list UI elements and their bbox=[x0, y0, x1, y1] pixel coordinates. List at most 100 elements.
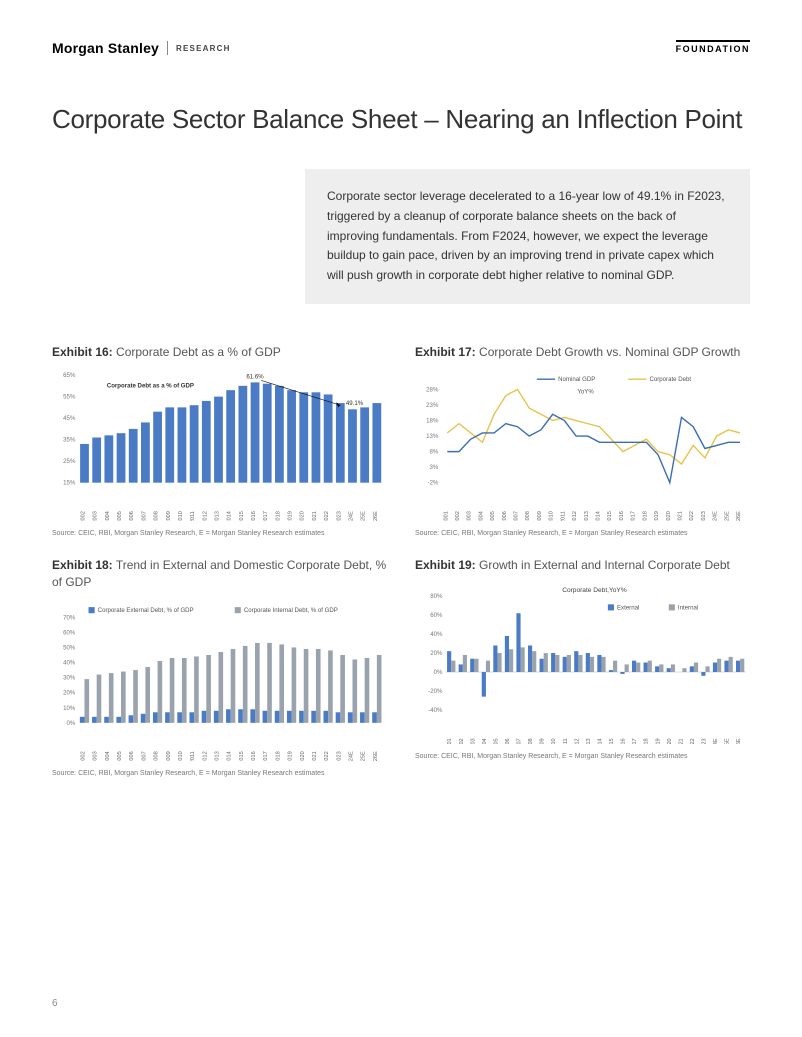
svg-text:13%: 13% bbox=[426, 433, 439, 440]
svg-text:0%: 0% bbox=[434, 669, 443, 676]
svg-text:F2017: F2017 bbox=[632, 738, 638, 744]
svg-text:F2002: F2002 bbox=[80, 751, 86, 761]
svg-text:F2019: F2019 bbox=[288, 751, 294, 761]
svg-text:F2010: F2010 bbox=[178, 751, 184, 761]
exhibit-17-title-text: Corporate Debt Growth vs. Nominal GDP Gr… bbox=[479, 345, 740, 359]
svg-text:F2019: F2019 bbox=[288, 511, 294, 521]
svg-text:F2021: F2021 bbox=[312, 511, 318, 521]
svg-text:F2004: F2004 bbox=[105, 751, 111, 761]
svg-text:F2025E: F2025E bbox=[361, 751, 367, 761]
svg-text:20%: 20% bbox=[430, 650, 443, 657]
svg-text:F2004: F2004 bbox=[105, 511, 111, 521]
svg-text:-2%: -2% bbox=[428, 480, 439, 487]
svg-text:55%: 55% bbox=[63, 393, 76, 400]
exhibit-19-title-text: Growth in External and Internal Corporat… bbox=[479, 558, 730, 572]
svg-text:F2018: F2018 bbox=[642, 511, 648, 521]
exhibit-18: Exhibit 18: Trend in External and Domest… bbox=[52, 557, 387, 777]
svg-text:F2006: F2006 bbox=[129, 751, 135, 761]
exhibit-17-num: Exhibit 17: bbox=[415, 345, 476, 359]
svg-text:F2021: F2021 bbox=[678, 511, 684, 521]
svg-text:F2014: F2014 bbox=[596, 511, 602, 521]
svg-text:-20%: -20% bbox=[428, 688, 443, 695]
svg-text:70%: 70% bbox=[63, 614, 76, 621]
svg-text:F2020: F2020 bbox=[300, 511, 306, 521]
svg-text:F2016: F2016 bbox=[251, 751, 257, 761]
svg-text:25%: 25% bbox=[63, 458, 76, 465]
svg-text:45%: 45% bbox=[63, 415, 76, 422]
svg-text:Corporate Internal Debt, % of: Corporate Internal Debt, % of GDP bbox=[244, 607, 338, 614]
svg-text:F2003: F2003 bbox=[93, 751, 99, 761]
svg-text:F2012: F2012 bbox=[574, 738, 580, 744]
svg-text:Corporate External Debt, % of: Corporate External Debt, % of GDP bbox=[98, 607, 194, 614]
exhibit-19-num: Exhibit 19: bbox=[415, 558, 476, 572]
svg-text:F2012: F2012 bbox=[202, 511, 208, 521]
svg-text:F2005: F2005 bbox=[490, 511, 496, 521]
exhibit-16: Exhibit 16: Corporate Debt as a % of GDP… bbox=[52, 344, 387, 537]
page-title: Corporate Sector Balance Sheet – Nearing… bbox=[52, 104, 750, 135]
svg-text:40%: 40% bbox=[63, 659, 76, 666]
svg-text:15%: 15% bbox=[63, 480, 76, 487]
svg-text:F2022: F2022 bbox=[689, 511, 695, 521]
svg-text:F2024E: F2024E bbox=[348, 751, 354, 761]
svg-text:F2003: F2003 bbox=[467, 511, 473, 521]
svg-text:F2007: F2007 bbox=[141, 511, 147, 521]
exhibit-19-source: Source: CEIC, RBI, Morgan Stanley Resear… bbox=[415, 753, 750, 760]
svg-text:40%: 40% bbox=[430, 631, 443, 638]
svg-text:F2017: F2017 bbox=[631, 511, 637, 521]
svg-text:External: External bbox=[617, 604, 639, 611]
svg-text:F2023: F2023 bbox=[701, 738, 707, 744]
svg-text:F2005: F2005 bbox=[117, 511, 123, 521]
svg-text:F2002: F2002 bbox=[459, 738, 465, 744]
exhibit-18-chart: 0%10%20%30%40%50%60%70%Corporate Externa… bbox=[52, 599, 387, 761]
svg-text:F2021: F2021 bbox=[678, 738, 684, 744]
svg-text:F2016: F2016 bbox=[619, 511, 625, 521]
svg-text:F2011: F2011 bbox=[560, 511, 566, 521]
svg-text:28%: 28% bbox=[426, 386, 439, 393]
svg-text:F2009: F2009 bbox=[537, 511, 543, 521]
svg-text:F2005: F2005 bbox=[117, 751, 123, 761]
svg-text:3%: 3% bbox=[430, 464, 439, 471]
svg-text:YoY%: YoY% bbox=[577, 388, 594, 395]
svg-text:F2008: F2008 bbox=[525, 511, 531, 521]
svg-text:F2026E: F2026E bbox=[373, 751, 379, 761]
svg-text:18%: 18% bbox=[426, 417, 439, 424]
exhibit-17: Exhibit 17: Corporate Debt Growth vs. No… bbox=[415, 344, 750, 537]
svg-text:F2015: F2015 bbox=[607, 511, 613, 521]
svg-text:50%: 50% bbox=[63, 644, 76, 651]
svg-text:80%: 80% bbox=[430, 593, 443, 600]
svg-text:F2017: F2017 bbox=[263, 511, 269, 521]
svg-text:F2011: F2011 bbox=[190, 511, 196, 521]
exhibit-17-title: Exhibit 17: Corporate Debt Growth vs. No… bbox=[415, 344, 750, 361]
svg-text:F2003: F2003 bbox=[470, 738, 476, 744]
svg-text:F2019: F2019 bbox=[654, 511, 660, 521]
svg-text:F2004: F2004 bbox=[478, 511, 484, 521]
exhibit-19: Exhibit 19: Growth in External and Inter… bbox=[415, 557, 750, 777]
summary-box: Corporate sector leverage decelerated to… bbox=[305, 169, 750, 304]
exhibit-19-title: Exhibit 19: Growth in External and Inter… bbox=[415, 557, 750, 574]
svg-text:F2022: F2022 bbox=[324, 511, 330, 521]
exhibit-18-source: Source: CEIC, RBI, Morgan Stanley Resear… bbox=[52, 770, 387, 777]
svg-text:F2020: F2020 bbox=[667, 738, 673, 744]
svg-text:-40%: -40% bbox=[428, 707, 443, 714]
svg-text:10%: 10% bbox=[63, 704, 76, 711]
svg-text:F2002: F2002 bbox=[80, 511, 86, 521]
svg-text:F2001: F2001 bbox=[443, 511, 449, 521]
svg-text:Corporate Debt: Corporate Debt bbox=[649, 376, 691, 383]
svg-text:F2010: F2010 bbox=[178, 511, 184, 521]
page-number: 6 bbox=[52, 998, 58, 1009]
svg-text:F2010: F2010 bbox=[551, 738, 557, 744]
svg-text:F2016: F2016 bbox=[621, 738, 627, 744]
svg-text:F2022: F2022 bbox=[690, 738, 696, 744]
svg-text:60%: 60% bbox=[430, 612, 443, 619]
svg-text:Corporate Debt,YoY%: Corporate Debt,YoY% bbox=[562, 587, 627, 594]
svg-text:F2014: F2014 bbox=[227, 751, 233, 761]
svg-text:F2013: F2013 bbox=[586, 738, 592, 744]
svg-text:F2008: F2008 bbox=[528, 738, 534, 744]
svg-text:F2020: F2020 bbox=[300, 751, 306, 761]
svg-text:65%: 65% bbox=[63, 372, 76, 379]
svg-text:F2023: F2023 bbox=[701, 511, 707, 521]
svg-text:35%: 35% bbox=[63, 436, 76, 443]
svg-text:F2016: F2016 bbox=[251, 511, 257, 521]
svg-text:F2026E: F2026E bbox=[736, 511, 742, 521]
svg-text:F2021: F2021 bbox=[312, 751, 318, 761]
